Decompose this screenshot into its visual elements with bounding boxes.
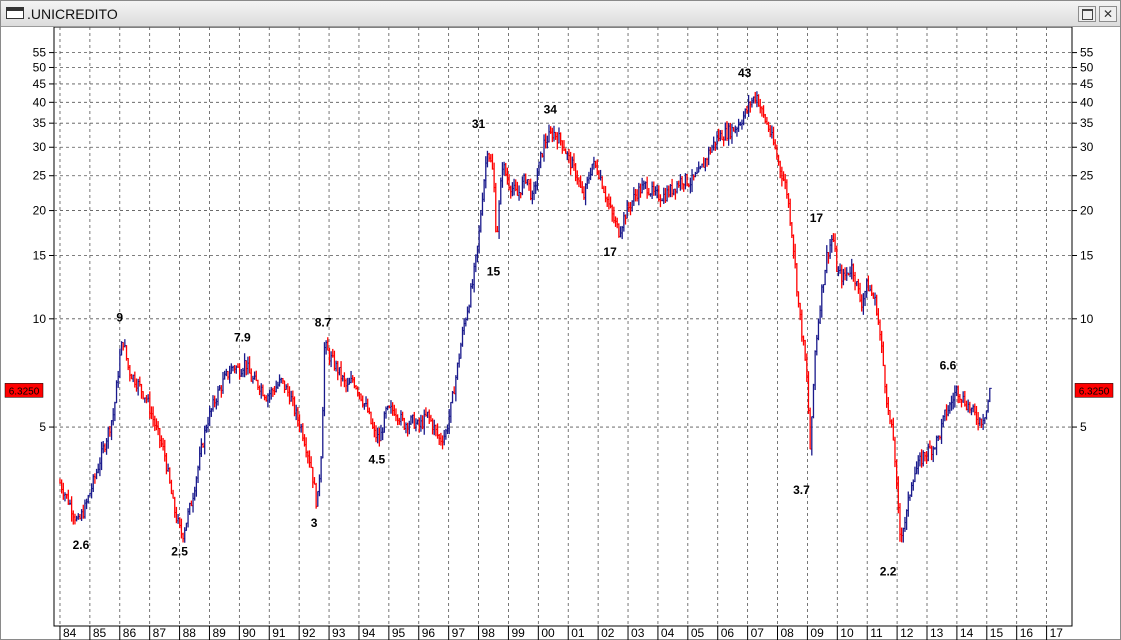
- x-tick-label: 02: [601, 626, 615, 640]
- price-annotation: 34: [544, 103, 558, 117]
- y-tick-label-right: 10: [1080, 312, 1094, 326]
- x-tick-label: 84: [63, 626, 77, 640]
- x-tick-label: 06: [721, 626, 735, 640]
- x-tick-label: 01: [571, 626, 585, 640]
- y-tick-label-left: 50: [33, 60, 47, 74]
- x-tick-label: 96: [422, 626, 436, 640]
- x-tick-label: 99: [511, 626, 525, 640]
- y-tick-label-right: 5: [1080, 420, 1087, 434]
- price-chart[interactable]: 2.6 9 2.5 7.9 3 8.7 4.5 31 15 34 17 43 3.7 17 2.2 6.6 5…: [1, 27, 1120, 640]
- plot-area: [53, 27, 1073, 627]
- x-tick-label: 14: [960, 626, 974, 640]
- price-bars: [59, 91, 992, 543]
- price-annotations: 2.6 9 2.5 7.9 3 8.7 4.5 31 15 34 17 43 3.7 17 2.2 6.6: [73, 66, 957, 578]
- x-tick-label: 85: [93, 626, 107, 640]
- y-tick-label-right: 15: [1080, 248, 1094, 262]
- x-tick-label: 90: [242, 626, 256, 640]
- y-tick-label-left: 30: [33, 140, 47, 154]
- x-tick-label: 16: [1020, 626, 1034, 640]
- y-tick-label-left: 10: [33, 312, 47, 326]
- title-bar[interactable]: .UNICREDITO ✕: [1, 1, 1120, 27]
- x-tick-label: 07: [751, 626, 765, 640]
- x-tick-label: 03: [631, 626, 645, 640]
- price-annotation: 4.5: [369, 453, 386, 467]
- price-annotation: 9: [116, 310, 123, 324]
- x-tick-label: 91: [272, 626, 286, 640]
- x-tick-label: 94: [362, 626, 376, 640]
- y-tick-label-right: 45: [1080, 77, 1094, 91]
- window-title: .UNICREDITO: [27, 6, 118, 22]
- price-annotation: 43: [738, 66, 752, 80]
- price-annotation: 3: [311, 516, 318, 530]
- y-tick-label-left: 40: [33, 95, 47, 109]
- close-icon: ✕: [1102, 7, 1114, 21]
- window-icon[interactable]: [6, 7, 24, 19]
- x-tick-label: 87: [153, 626, 167, 640]
- y-tick-label-right: 55: [1080, 46, 1094, 60]
- y-tick-label-left: 20: [33, 204, 47, 218]
- price-annotation: 2.6: [73, 538, 90, 552]
- price-annotation: 31: [472, 117, 486, 131]
- last-price-left: 6.3250: [4, 383, 44, 398]
- x-tick-label: 95: [392, 626, 406, 640]
- price-annotation: 17: [810, 211, 824, 225]
- x-tick-label: 93: [332, 626, 346, 640]
- x-tick-label: 12: [900, 626, 914, 640]
- x-tick-label: 86: [123, 626, 137, 640]
- y-tick-label-right: 25: [1080, 169, 1094, 183]
- x-tick-label: 10: [840, 626, 854, 640]
- price-annotation: 17: [603, 245, 617, 259]
- price-annotation: 2.5: [171, 544, 188, 558]
- x-tick-label: 17: [1050, 626, 1064, 640]
- svg-text:6.3250: 6.3250: [9, 386, 40, 397]
- y-tick-label-left: 5: [39, 420, 46, 434]
- y-tick-label-left: 25: [33, 169, 47, 183]
- y-tick-label-right: 20: [1080, 204, 1094, 218]
- restore-icon: [1081, 9, 1093, 20]
- x-tick-label: 00: [541, 626, 555, 640]
- grid-lines: [54, 27, 1072, 626]
- last-price-right: 6.3250: [1074, 383, 1114, 398]
- x-tick-label: 09: [810, 626, 824, 640]
- price-annotation: 3.7: [793, 483, 810, 497]
- x-tick-label: 98: [482, 626, 496, 640]
- y-tick-label-right: 40: [1080, 95, 1094, 109]
- y-tick-label-right: 35: [1080, 116, 1094, 130]
- x-tick-label: 97: [452, 626, 466, 640]
- price-annotation: 2.2: [880, 564, 897, 578]
- y-tick-label-left: 35: [33, 116, 47, 130]
- close-button[interactable]: ✕: [1099, 6, 1117, 22]
- restore-button[interactable]: [1078, 6, 1096, 22]
- y-tick-label-left: 45: [33, 77, 47, 91]
- x-tick-label: 05: [691, 626, 705, 640]
- price-annotation: 15: [487, 264, 501, 278]
- x-tick-label: 04: [661, 626, 675, 640]
- y-tick-label-left: 15: [33, 248, 47, 262]
- x-tick-label: 13: [930, 626, 944, 640]
- x-tick-label: 08: [781, 626, 795, 640]
- y-tick-label-right: 30: [1080, 140, 1094, 154]
- svg-text:6.3250: 6.3250: [1079, 386, 1110, 397]
- year-axis: 84 85 86 87 88 89 90 91 92 93 94 95 96 97 98 99 00 01 02 03…: [59, 626, 1064, 640]
- price-annotation: 7.9: [234, 331, 251, 345]
- x-tick-label: 88: [183, 626, 197, 640]
- y-tick-label-left: 55: [33, 46, 47, 60]
- x-tick-label: 15: [990, 626, 1004, 640]
- x-tick-label: 89: [212, 626, 226, 640]
- price-annotation: 6.6: [940, 359, 957, 373]
- x-tick-label: 92: [302, 626, 316, 640]
- y-tick-label-right: 50: [1080, 60, 1094, 74]
- price-annotation: 8.7: [315, 316, 332, 330]
- x-tick-label: 11: [870, 626, 883, 640]
